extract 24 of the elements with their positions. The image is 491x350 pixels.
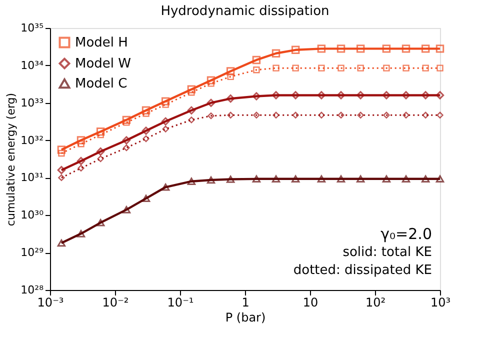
annotation: γ₀=2.0 bbox=[380, 225, 432, 243]
x-tick-label: 10⁻³ bbox=[37, 296, 64, 310]
legend-label: Model C bbox=[75, 76, 128, 92]
legend-label: Model W bbox=[75, 56, 132, 72]
x-tick-label: 1 bbox=[242, 296, 250, 310]
y-tick-label: 10³³ bbox=[20, 96, 44, 110]
x-axis-title: P (bar) bbox=[225, 310, 266, 324]
y-tick-label: 10³⁰ bbox=[20, 208, 44, 222]
y-tick-label: 10³⁵ bbox=[20, 22, 44, 34]
y-axis-title: cumulative energy (erg) bbox=[4, 92, 18, 226]
x-tick-label: 10 bbox=[302, 296, 318, 310]
annotation: solid: total KE bbox=[342, 245, 432, 260]
x-tick-label: 10⁻² bbox=[102, 296, 129, 310]
y-tick-label: 10³² bbox=[20, 134, 44, 147]
x-tick-label: 10³ bbox=[430, 296, 451, 310]
annotation: dotted: dissipated KE bbox=[293, 263, 432, 278]
legend-label: Model H bbox=[75, 36, 128, 50]
x-tick-label: 10⁻¹ bbox=[167, 296, 194, 310]
x-tick-label: 10² bbox=[365, 296, 386, 310]
y-tick-label: 10²⁸ bbox=[20, 284, 44, 296]
y-tick-label: 10²⁹ bbox=[20, 246, 44, 260]
chart-title: Hydrodynamic dissipation bbox=[160, 4, 330, 19]
y-tick-label: 10³⁴ bbox=[20, 58, 44, 72]
y-tick-label: 10³¹ bbox=[20, 171, 44, 184]
